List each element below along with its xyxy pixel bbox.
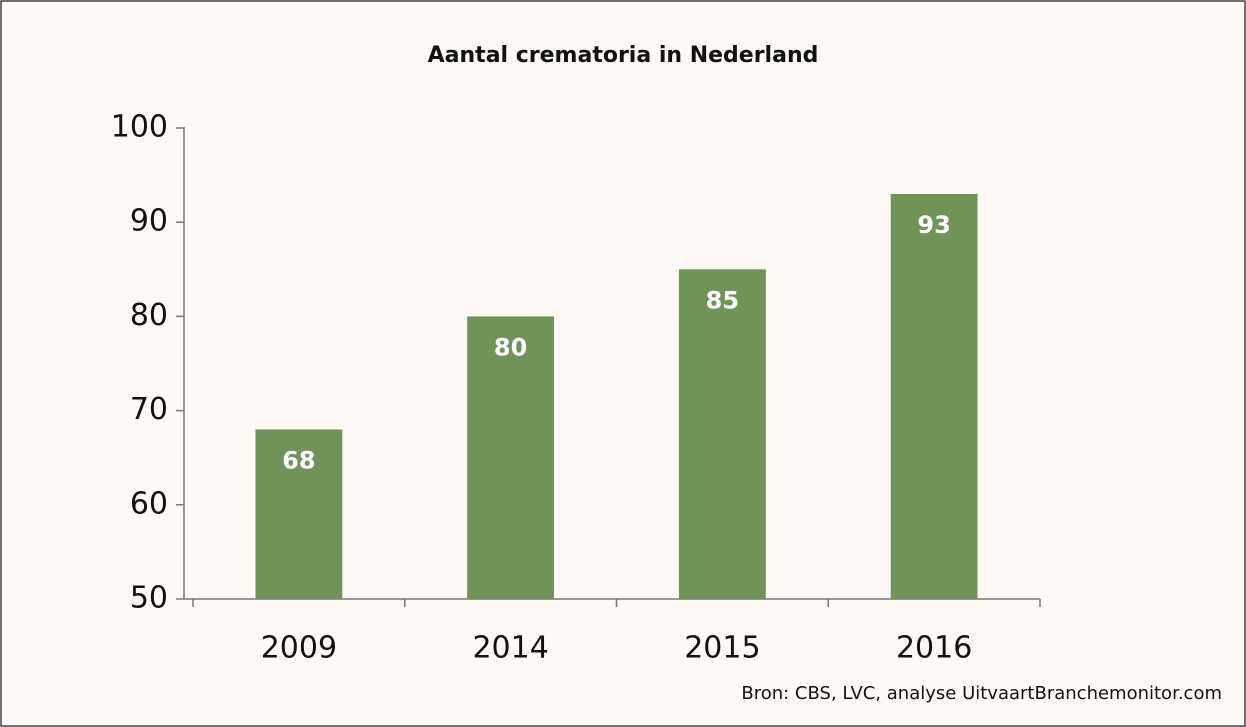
y-tick-label: 70 xyxy=(130,392,168,427)
data-label: 68 xyxy=(282,446,315,474)
data-label: 93 xyxy=(917,211,950,239)
data-label: 80 xyxy=(494,333,527,361)
y-tick-label: 50 xyxy=(130,581,168,616)
data-label: 85 xyxy=(706,286,739,314)
bar xyxy=(678,269,766,599)
bar xyxy=(890,193,978,599)
y-tick-label: 80 xyxy=(130,298,168,333)
x-tick-label: 2015 xyxy=(684,631,760,666)
source-note: Bron: CBS, LVC, analyse UitvaartBranchem… xyxy=(741,683,1222,704)
y-tick-label: 100 xyxy=(111,110,168,145)
chart-title: Aantal crematoria in Nederland xyxy=(428,43,819,68)
x-tick-label: 2009 xyxy=(261,631,337,666)
x-tick-label: 2016 xyxy=(896,631,972,666)
bar xyxy=(467,316,555,599)
y-tick-label: 90 xyxy=(130,204,168,239)
y-tick-label: 60 xyxy=(130,486,168,521)
bar xyxy=(255,429,343,599)
x-tick-label: 2014 xyxy=(472,631,548,666)
